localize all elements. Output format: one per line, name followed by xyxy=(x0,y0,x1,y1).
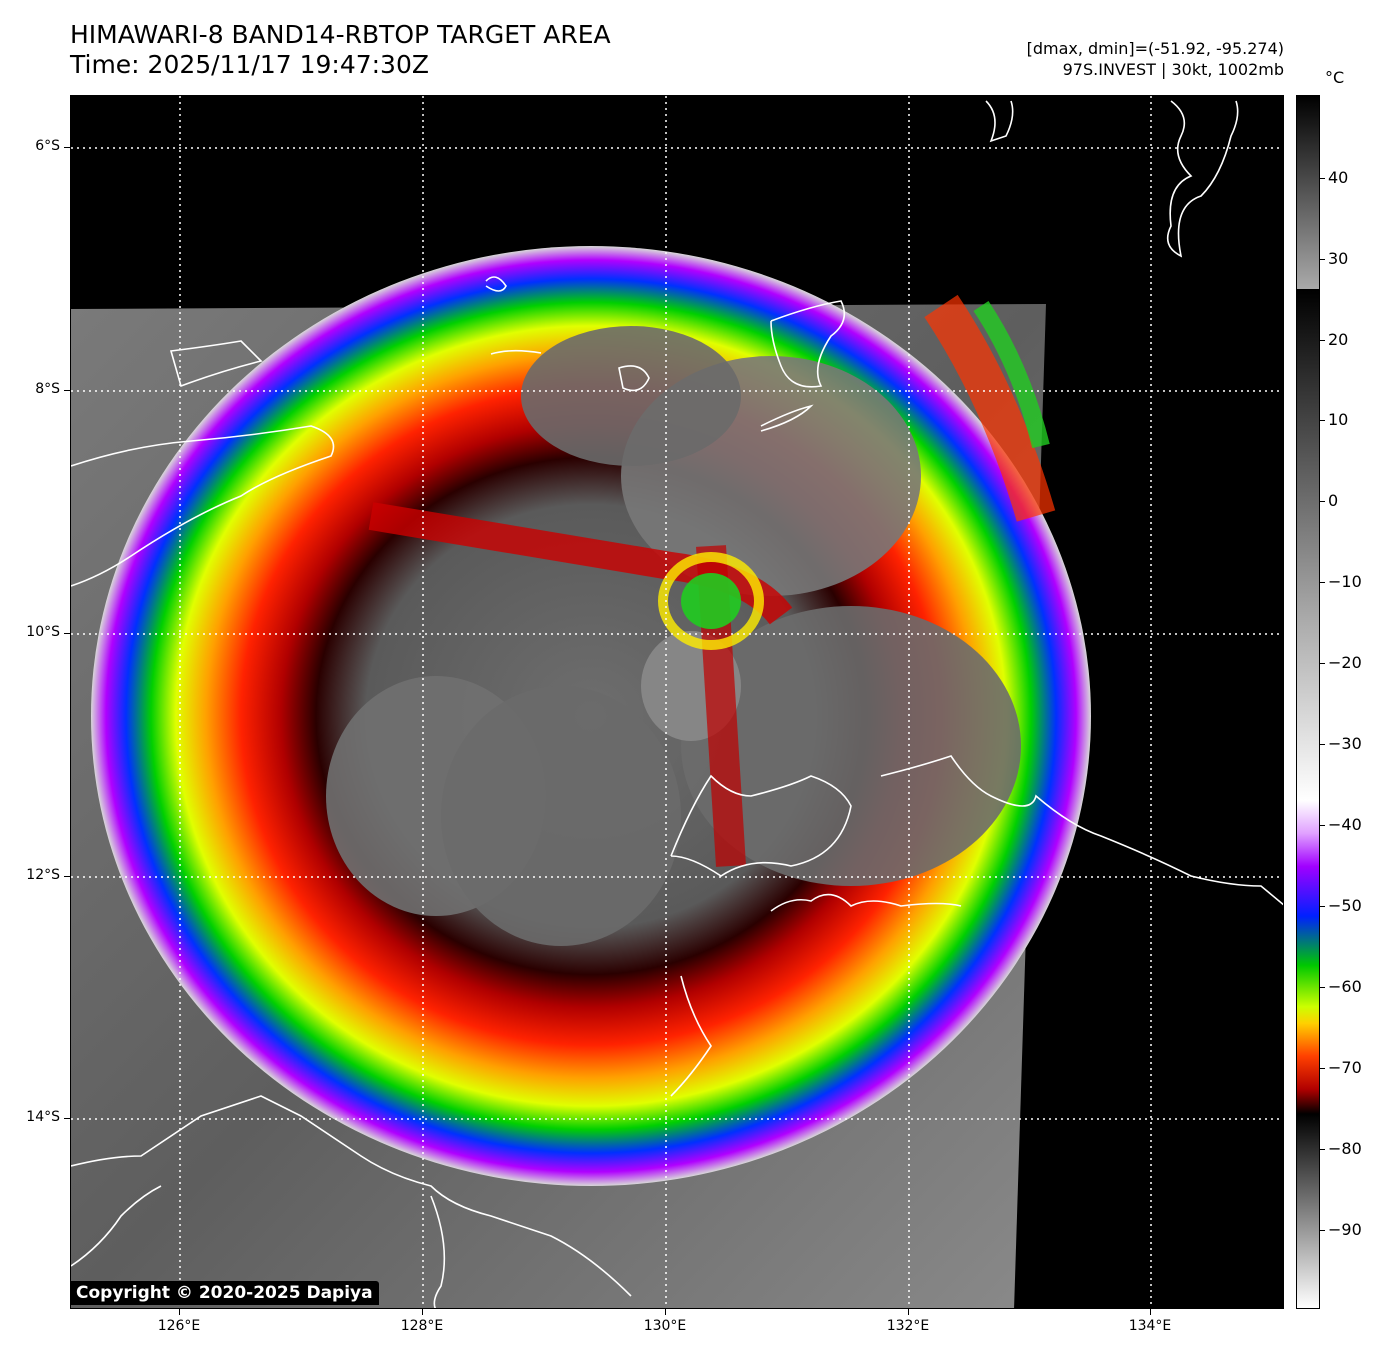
lon-label-128e: 128°E xyxy=(400,1318,444,1334)
colorbar-label-minus20: −20 xyxy=(1328,653,1362,672)
copyright-notice: Copyright © 2020-2025 Dapiya xyxy=(70,1281,379,1305)
colorbar-tick xyxy=(1320,420,1325,421)
colorbar-label-10: 10 xyxy=(1328,410,1349,429)
lat-label-10s: 10°S xyxy=(26,624,60,640)
lat-tick xyxy=(64,633,70,634)
lat-tick xyxy=(64,1118,70,1119)
colorbar-label-40: 40 xyxy=(1328,168,1349,187)
lon-label-132e: 132°E xyxy=(886,1318,930,1334)
temperature-colorbar xyxy=(1296,95,1320,1309)
title-line-1: HIMAWARI-8 BAND14-RBTOP TARGET AREA xyxy=(70,20,611,49)
colorbar-label-minus30: −30 xyxy=(1328,734,1362,753)
colorbar-label-minus90: −90 xyxy=(1328,1220,1362,1239)
colorbar-tick xyxy=(1320,582,1325,583)
lat-tick xyxy=(64,390,70,391)
colorbar-unit: °C xyxy=(1325,68,1345,87)
colorbar-label-0: 0 xyxy=(1328,491,1339,510)
title-line-2: Time: 2025/11/17 19:47:30Z xyxy=(70,50,429,79)
lon-tick xyxy=(422,1309,423,1315)
colorbar-label-minus80: −80 xyxy=(1328,1139,1362,1158)
colorbar-tick xyxy=(1320,663,1325,664)
lat-tick xyxy=(64,147,70,148)
colorbar-tick xyxy=(1320,501,1325,502)
lon-tick xyxy=(179,1309,180,1315)
lat-label-6s: 6°S xyxy=(35,138,60,154)
satellite-image xyxy=(71,96,1283,1308)
invest-text: 97S.INVEST | 30kt, 1002mb xyxy=(1062,60,1284,79)
lat-label-14s: 14°S xyxy=(26,1109,60,1125)
colorbar-gradient xyxy=(1297,96,1319,1308)
colorbar-label-30: 30 xyxy=(1328,249,1349,268)
dmax-dmin-text: [dmax, dmin]=(-51.92, -95.274) xyxy=(1026,39,1284,58)
colorbar-tick xyxy=(1320,178,1325,179)
gridlines xyxy=(71,96,1283,1308)
colorbar-tick xyxy=(1320,1149,1325,1150)
storm-info: [dmax, dmin]=(-51.92, -95.274) 97S.INVES… xyxy=(1027,38,1284,80)
colorbar-label-minus10: −10 xyxy=(1328,572,1362,591)
lon-tick xyxy=(908,1309,909,1315)
colorbar-label-minus70: −70 xyxy=(1328,1058,1362,1077)
satellite-map xyxy=(70,95,1284,1309)
lon-tick xyxy=(1150,1309,1151,1315)
colorbar-tick xyxy=(1320,825,1325,826)
lon-label-134e: 134°E xyxy=(1128,1318,1172,1334)
colorbar-tick xyxy=(1320,987,1325,988)
lon-tick xyxy=(665,1309,666,1315)
colorbar-tick xyxy=(1320,340,1325,341)
lon-label-126e: 126°E xyxy=(157,1318,201,1334)
colorbar-tick xyxy=(1320,906,1325,907)
chart-title: HIMAWARI-8 BAND14-RBTOP TARGET AREA Time… xyxy=(70,20,611,80)
lat-tick xyxy=(64,876,70,877)
lat-label-12s: 12°S xyxy=(26,867,60,883)
colorbar-label-minus60: −60 xyxy=(1328,977,1362,996)
lat-label-8s: 8°S xyxy=(35,381,60,397)
colorbar-label-minus50: −50 xyxy=(1328,896,1362,915)
colorbar-tick xyxy=(1320,259,1325,260)
colorbar-label-minus40: −40 xyxy=(1328,815,1362,834)
colorbar-tick xyxy=(1320,1068,1325,1069)
colorbar-tick xyxy=(1320,1230,1325,1231)
lon-label-130e: 130°E xyxy=(643,1318,687,1334)
colorbar-tick xyxy=(1320,744,1325,745)
colorbar-label-20: 20 xyxy=(1328,330,1349,349)
coastlines xyxy=(71,100,1283,1308)
